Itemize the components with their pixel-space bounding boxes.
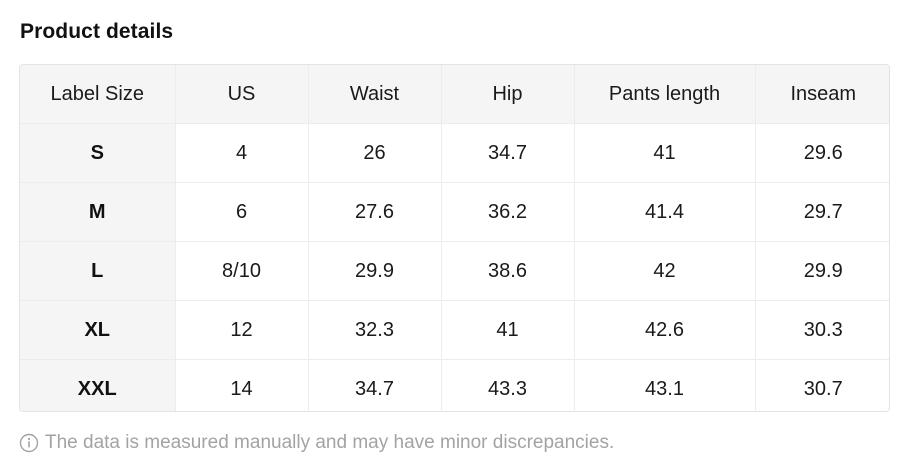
table-cell: 30.3 — [755, 300, 889, 360]
table-cell: 29.6 — [755, 123, 889, 183]
table-cell: 43.1 — [574, 359, 756, 411]
table-cell: 34.7 — [308, 359, 442, 411]
table-cell: 42 — [574, 241, 756, 301]
table-header-row: Label Size US Waist Hip Pants length Ins… — [20, 65, 889, 124]
table-cell: 38.6 — [441, 241, 575, 301]
table-cell: 41 — [441, 300, 575, 360]
column-header: Inseam — [755, 65, 889, 124]
column-header: Label Size — [20, 65, 176, 124]
column-header: US — [175, 65, 309, 124]
table-cell: 36.2 — [441, 182, 575, 242]
table-cell: 29.7 — [755, 182, 889, 242]
table-cell: 29.9 — [308, 241, 442, 301]
column-header: Hip — [441, 65, 575, 124]
table-cell: 4 — [175, 123, 309, 183]
size-label-cell: XL — [20, 300, 176, 360]
table-row: XL 12 32.3 41 42.6 30.3 — [20, 300, 889, 360]
table-cell: 41 — [574, 123, 756, 183]
column-header: Waist — [308, 65, 442, 124]
size-label-cell: S — [20, 123, 176, 183]
disclaimer-text: The data is measured manually and may ha… — [45, 432, 615, 453]
table-cell: 29.9 — [755, 241, 889, 301]
table-cell: 42.6 — [574, 300, 756, 360]
table-cell: 6 — [175, 182, 309, 242]
table-cell: 27.6 — [308, 182, 442, 242]
table-cell: 32.3 — [308, 300, 442, 360]
table-cell: 26 — [308, 123, 442, 183]
column-header: Pants length — [574, 65, 756, 124]
table-cell: 43.3 — [441, 359, 575, 411]
section-title: Product details — [20, 20, 174, 43]
size-label-cell: L — [20, 241, 176, 301]
table-cell: 12 — [175, 300, 309, 360]
size-chart-table: Label Size US Waist Hip Pants length Ins… — [19, 64, 890, 412]
table-cell: 30.7 — [803, 377, 843, 400]
measurement-disclaimer: The data is measured manually and may ha… — [19, 432, 614, 454]
table-row: M 6 27.6 36.2 41.4 29.7 — [20, 182, 889, 242]
table-cell: 41.4 — [574, 182, 756, 242]
table-row: XXL 14 34.7 43.3 43.1 30.7 — [20, 359, 889, 411]
size-label-cell: M — [20, 182, 176, 242]
info-icon — [19, 433, 39, 453]
table-row: S 4 26 34.7 41 29.6 — [20, 123, 889, 183]
table-row: L 8/10 29.9 38.6 42 29.9 — [20, 241, 889, 301]
table-cell: 8/10 — [175, 241, 309, 301]
table-cell: 14 — [175, 359, 309, 411]
table-cell: 34.7 — [441, 123, 575, 183]
size-label-cell: XXL — [20, 359, 176, 411]
